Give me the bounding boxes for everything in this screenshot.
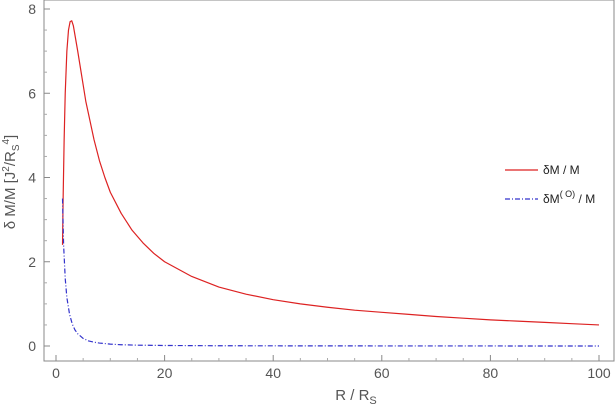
x-axis-label: R / RS	[335, 387, 377, 406]
series-layer	[61, 20, 600, 347]
series-line-2	[61, 198, 600, 347]
y-tick-label-8: 8	[28, 1, 36, 17]
legend-label-series-2: δM( O) / M	[543, 189, 595, 206]
y-tick-label-4: 4	[28, 170, 36, 186]
series-line-1	[61, 20, 600, 326]
y-axis-label: δ M/M [J2/RS4]	[1, 135, 22, 229]
x-tick-label-100: 100	[587, 365, 611, 381]
x-axis-ticks: 0 20 40 60 80 100	[52, 355, 611, 381]
x-tick-label-0: 0	[52, 365, 60, 381]
x-tick-label-40: 40	[265, 365, 281, 381]
plot-frame	[43, 0, 615, 362]
y-tick-label-0: 0	[28, 338, 36, 354]
x-tick-label-20: 20	[157, 365, 173, 381]
x-tick-label-80: 80	[483, 365, 499, 381]
legend-label-series-1: δM / M	[543, 163, 580, 177]
x-tick-label-60: 60	[374, 365, 390, 381]
y-axis-ticks: 0 2 4 6 8	[28, 1, 50, 354]
legend: δM / M δM( O) / M	[505, 163, 595, 206]
y-tick-label-6: 6	[28, 85, 36, 101]
y-tick-label-2: 2	[28, 254, 36, 270]
